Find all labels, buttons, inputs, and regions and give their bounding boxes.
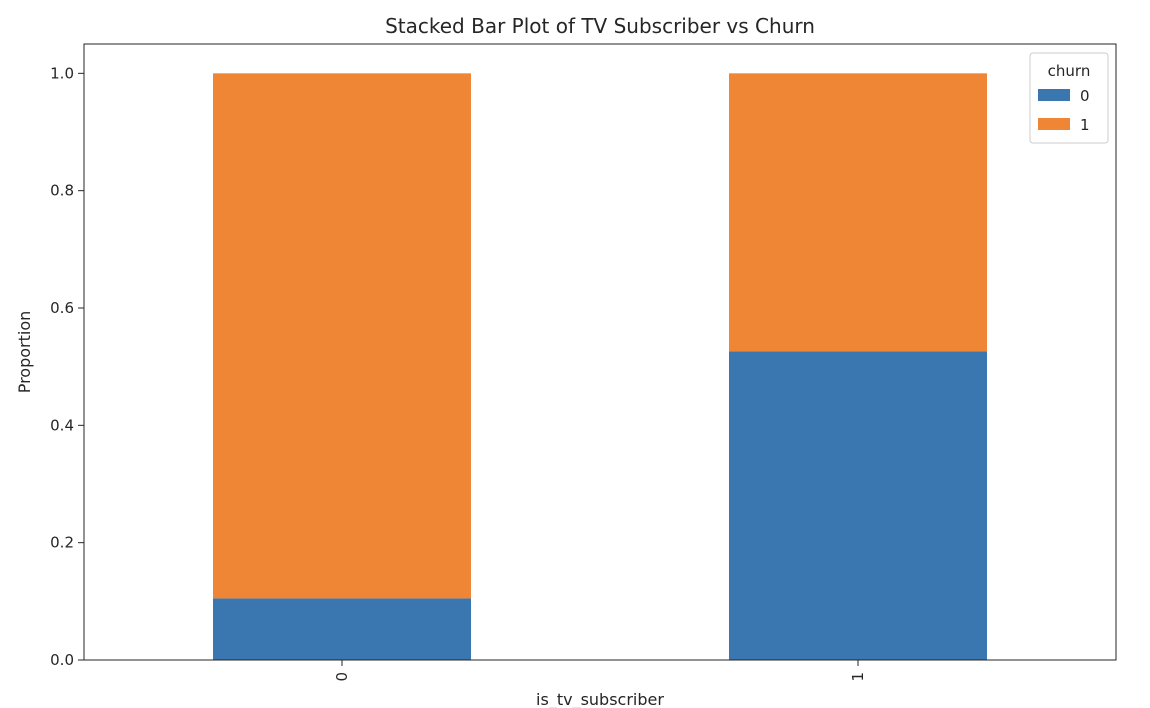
legend-swatch-0: [1038, 89, 1070, 101]
plot-frame: [83, 43, 1117, 661]
x-tick-label: 1: [849, 672, 867, 682]
y-tick-label: 0.2: [50, 534, 74, 552]
x-tick-label: 0: [333, 672, 351, 682]
x-axis-label: is_tv_subscriber: [536, 690, 664, 708]
chart-title: Stacked Bar Plot of TV Subscriber vs Chu…: [385, 14, 815, 38]
legend-swatch-1: [1038, 118, 1070, 130]
y-tick-label: 0.8: [50, 182, 74, 200]
bar-cat-1-churn-1: [729, 73, 987, 352]
legend-label-0: 0: [1080, 87, 1090, 105]
y-axis-ticks: 0.0 0.2 0.4 0.6 0.8 1.0: [50, 64, 84, 669]
y-axis-label: Proportion: [15, 311, 34, 394]
legend-title: churn: [1048, 62, 1091, 80]
legend: churn 01: [1029, 52, 1109, 144]
legend-label-1: 1: [1080, 116, 1090, 134]
y-tick-label: 0.4: [50, 416, 74, 434]
y-tick-label: 0.6: [50, 299, 74, 317]
legend-items: 01: [1038, 87, 1090, 134]
bar-cat-1-churn-0: [729, 351, 987, 660]
bar-layer: [213, 73, 987, 660]
y-tick-label: 0.0: [50, 651, 74, 669]
bar-cat-0-churn-0: [213, 598, 471, 660]
bar-cat-0-churn-1: [213, 73, 471, 599]
y-tick-label: 1.0: [50, 64, 74, 82]
